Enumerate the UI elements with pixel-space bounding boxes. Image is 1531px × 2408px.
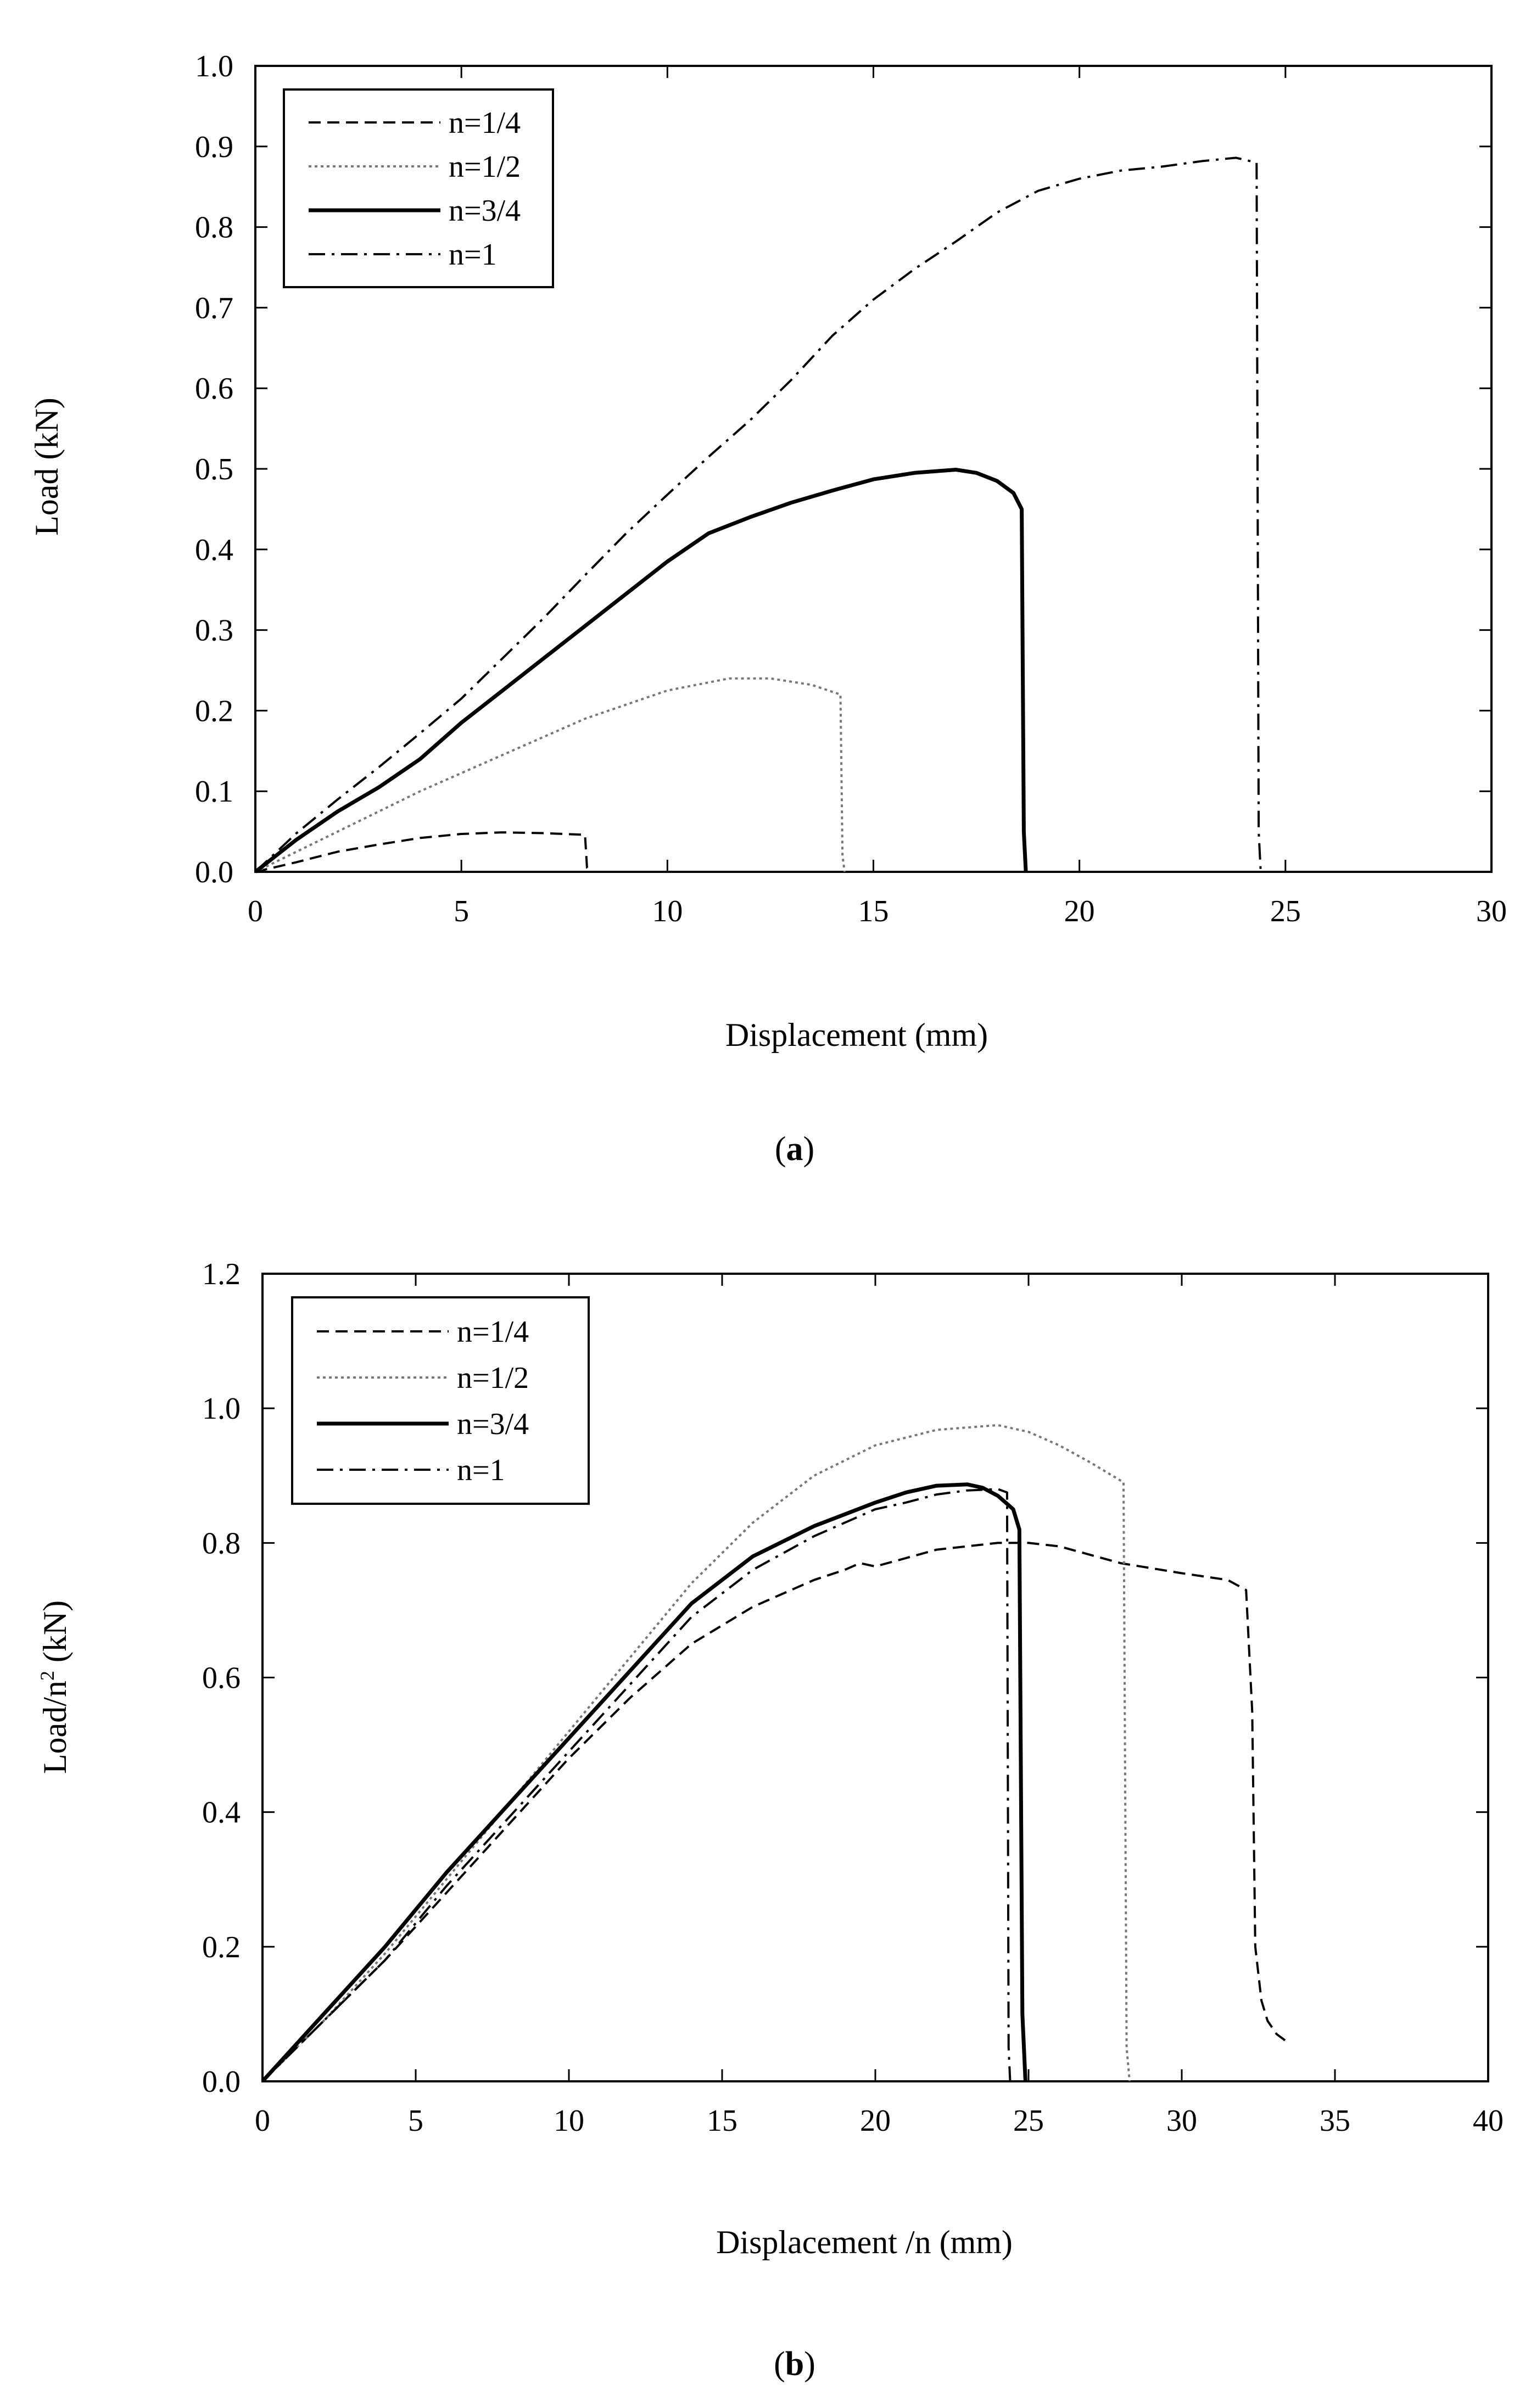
y-tick-label: 0.5 — [195, 452, 233, 486]
y-tick-label: 0.8 — [202, 1526, 241, 1560]
y-axis-title: Load/n2 (kN) — [36, 1600, 73, 1774]
legend-label: n=1/4 — [457, 1315, 529, 1349]
series-line-n-1-4 — [255, 831, 594, 873]
y-tick-label: 0.7 — [195, 291, 233, 325]
y-tick-label: 1.2 — [202, 1257, 241, 1291]
y-axis-title: Load (kN) — [29, 397, 65, 536]
legend-box — [291, 1296, 590, 1505]
y-tick-label: 0.8 — [195, 211, 233, 245]
y-axis-title-main: Load/n — [37, 1681, 73, 1774]
x-tick-label: 25 — [1270, 894, 1301, 928]
series-line-n-3-4 — [254, 468, 1028, 873]
x-tick-label: 20 — [860, 2104, 891, 2138]
y-tick-label: 0.1 — [195, 775, 233, 809]
x-tick-label: 25 — [1013, 2104, 1044, 2138]
x-axis-title: Displacement /n (mm) — [716, 2224, 1013, 2260]
y-tick-label: 0.0 — [195, 855, 233, 889]
y-axis-title-sup: 2 — [36, 1671, 58, 1681]
y-tick-label: 0.9 — [195, 130, 233, 164]
chart-a: 0 5 10 15 20 25 30 0.0 0.1 0.2 0.3 0.4 0.5 0.6 0.7 0.8 0… — [29, 49, 1507, 1168]
series-line-n-1-2 — [255, 677, 846, 873]
x-tick-label: 30 — [1476, 894, 1507, 928]
y-tick-label: 0.0 — [202, 2065, 241, 2099]
legend-label: n=1 — [449, 238, 497, 272]
series-line-n-1 — [261, 1488, 1012, 2082]
y-tick-label: 0.6 — [195, 372, 233, 406]
y-tick-label: 0.2 — [202, 1930, 241, 1964]
series-line-n-1 — [254, 156, 1262, 873]
y-tick-label: 0.2 — [195, 694, 233, 728]
legend-label: n=1/2 — [457, 1361, 529, 1395]
legend-label: n=3/4 — [449, 194, 521, 228]
legend-label: n=3/4 — [457, 1407, 529, 1441]
legend-label: n=1/2 — [449, 150, 521, 184]
x-tick-label: 15 — [858, 894, 889, 928]
x-tick-label: 15 — [707, 2104, 737, 2138]
x-tick-label: 30 — [1166, 2104, 1197, 2138]
y-tick-label: 1.0 — [195, 49, 233, 83]
x-tick-label: 5 — [408, 2104, 423, 2138]
y-tick-label: 0.4 — [195, 533, 233, 567]
series-line-n-3-4 — [261, 1482, 1027, 2083]
series-line-n-1-2 — [261, 1424, 1131, 2082]
series-line-n-1-4 — [261, 1542, 1287, 2082]
x-tick-label: 20 — [1064, 894, 1095, 928]
x-tick-label: 0 — [248, 894, 263, 928]
x-tick-label: 5 — [454, 894, 469, 928]
y-tick-label: 1.0 — [202, 1392, 241, 1426]
x-tick-label: 40 — [1473, 2104, 1504, 2138]
legend-label: n=1/4 — [449, 106, 521, 140]
x-tick-label: 10 — [652, 894, 683, 928]
legend-label: n=1 — [457, 1453, 505, 1487]
x-axis-title: Displacement (mm) — [725, 1017, 988, 1053]
y-tick-label: 0.3 — [195, 614, 233, 648]
x-tick-label: 10 — [554, 2104, 584, 2138]
y-tick-label: 0.6 — [202, 1661, 241, 1695]
x-tick-label: 35 — [1320, 2104, 1350, 2138]
chart-b: 0 5 10 15 20 25 30 35 40 0.0 0.2 0.4 0.6 0.8 1.0 1.2 n=1… — [36, 1257, 1504, 2383]
panel-label-b: (b) — [774, 2345, 815, 2383]
x-tick-label: 0 — [255, 2104, 270, 2138]
y-axis-title-unit: (kN) — [37, 1600, 73, 1671]
y-tick-label: 0.4 — [202, 1796, 241, 1830]
panel-label-a: (a) — [775, 1130, 814, 1168]
